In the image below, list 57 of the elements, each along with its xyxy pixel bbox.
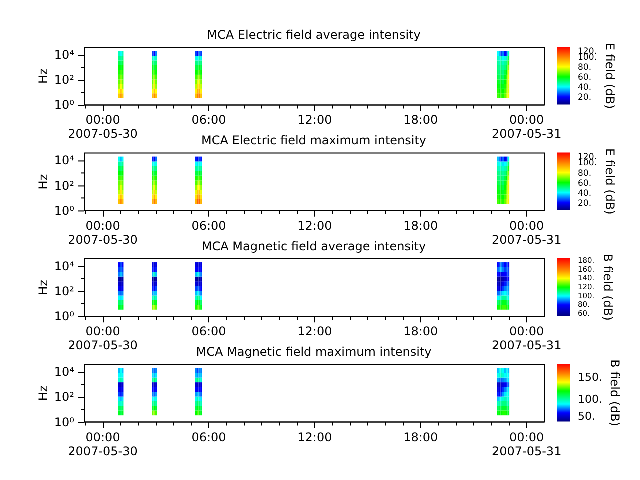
chart-title: MCA Electric field maximum intensity <box>201 134 427 148</box>
x-tick-label: 12:00 <box>298 324 332 339</box>
x-tick-label: 06:00 <box>192 430 226 444</box>
color-bar-title: E field (dB) <box>603 148 617 215</box>
x-tick-label: 12:00 <box>298 430 332 444</box>
y-tick-label: 10⁰ <box>54 310 75 324</box>
color-bar-label: 20. <box>578 93 592 104</box>
y-tick-label: 10⁴ <box>54 365 75 380</box>
y-tick-label: 10⁰ <box>54 204 75 218</box>
color-bar-label: 50. <box>578 410 596 423</box>
x-tick-label: 18:00 <box>404 430 438 444</box>
y-axis-title: Hz <box>36 386 50 402</box>
x-tick-label: 00:00 2007-05-30 <box>68 430 138 458</box>
y-axis-title: Hz <box>36 68 50 84</box>
color-bar-title: E field (dB) <box>603 42 617 110</box>
color-bar-label: 40. <box>578 83 592 94</box>
y-tick-label: 10⁴ <box>54 259 75 274</box>
x-tick-label: 06:00 <box>192 324 226 339</box>
x-tick-label: 00:00 2007-05-30 <box>68 324 138 353</box>
x-tick-label: 18:00 <box>404 218 438 233</box>
color-bar-label: 60. <box>578 178 592 189</box>
x-tick-label: 00:00 2007-05-31 <box>492 324 562 353</box>
color-bar-label: 100. <box>578 53 597 64</box>
color-bar-label: 40. <box>578 188 592 199</box>
x-tick-label: 06:00 <box>192 113 226 128</box>
y-tick-label: 10² <box>54 73 75 88</box>
y-axis-title: Hz <box>36 174 50 190</box>
color-bar-label: 80. <box>578 168 592 179</box>
x-tick-label: 18:00 <box>404 324 438 339</box>
color-bar-label: 150. <box>578 371 602 384</box>
color-bar-label: 20. <box>578 198 592 209</box>
color-bar-title: B field (dB) <box>608 360 622 427</box>
color-bar-label: 100. <box>578 158 597 169</box>
x-tick-label: 00:00 2007-05-31 <box>492 113 562 142</box>
x-tick-label: 00:00 2007-05-30 <box>68 218 138 247</box>
color-bar-label: 100. <box>578 392 602 406</box>
x-tick-label: 00:00 2007-05-30 <box>68 113 138 142</box>
color-bar-label: 80. <box>578 63 592 74</box>
y-tick-label: 10² <box>54 390 75 404</box>
chart-title: MCA Magnetic field average intensity <box>202 239 426 254</box>
x-tick-label: 12:00 <box>298 113 332 128</box>
x-tick-label: 12:00 <box>298 218 332 233</box>
x-tick-label: 00:00 2007-05-31 <box>492 430 562 458</box>
y-axis-title: Hz <box>36 280 50 296</box>
y-tick-label: 10⁴ <box>54 154 75 168</box>
x-tick-label: 06:00 <box>192 218 226 233</box>
x-tick-label: 18:00 <box>404 113 438 128</box>
color-bar-title: B field (dB) <box>601 254 615 321</box>
x-tick-label: 00:00 2007-05-31 <box>492 218 562 247</box>
y-tick-label: 10⁴ <box>54 48 75 62</box>
y-tick-label: 10⁰ <box>54 415 75 430</box>
color-bar-label: 60. <box>578 73 592 84</box>
chart-title: MCA Electric field average intensity <box>207 28 421 42</box>
y-tick-label: 10⁰ <box>54 98 75 112</box>
y-tick-label: 10² <box>54 284 75 299</box>
y-tick-label: 10² <box>54 178 75 193</box>
chart-title: MCA Magnetic field maximum intensity <box>196 345 432 360</box>
